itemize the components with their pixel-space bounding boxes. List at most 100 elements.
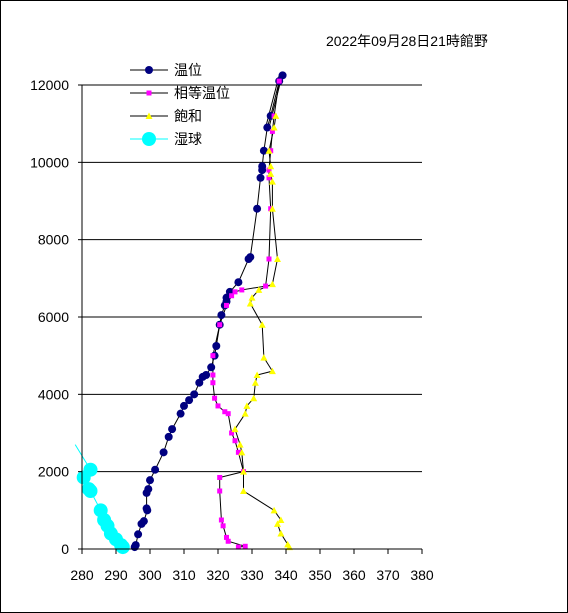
- data-point: [235, 544, 241, 550]
- data-point: [131, 541, 140, 550]
- y-tick-label: 2000: [38, 464, 69, 480]
- grid: [82, 84, 422, 473]
- axes: [78, 84, 423, 554]
- data-point: [253, 204, 262, 213]
- data-point: [276, 78, 282, 84]
- data-point: [225, 538, 231, 544]
- data-point: [270, 124, 278, 131]
- data-point: [202, 371, 211, 379]
- data-point: [240, 468, 247, 475]
- data-point: [268, 178, 276, 185]
- tick-labels: 0 2000 4000 6000 8000 10000 12000 280 290 300 310 3…: [30, 77, 434, 583]
- data-point: [210, 372, 216, 378]
- data-point: [93, 503, 108, 518]
- data-point: [239, 287, 245, 293]
- data-point: [144, 485, 153, 494]
- data-point: [212, 395, 218, 401]
- data-point: [83, 462, 98, 477]
- data-point: [231, 425, 239, 433]
- data-point: [232, 438, 238, 444]
- data-point: [168, 425, 177, 434]
- data-point: [146, 90, 152, 96]
- data-point: [284, 540, 292, 548]
- y-tick-label: 6000: [38, 309, 69, 325]
- data-point: [229, 430, 235, 436]
- y-tick-label: 4000: [38, 386, 69, 402]
- data-point: [242, 543, 248, 549]
- data-point: [145, 112, 153, 119]
- data-point: [268, 280, 276, 288]
- data-point: [210, 353, 216, 359]
- data-point: [274, 520, 281, 527]
- data-point: [243, 402, 251, 409]
- data-point: [255, 286, 263, 293]
- data-point: [272, 112, 280, 119]
- data-point: [215, 403, 221, 409]
- data-point: [263, 123, 272, 132]
- data-point: [207, 363, 216, 372]
- data-point: [151, 465, 160, 474]
- data-point: [266, 167, 272, 173]
- x-tick-label: 280: [70, 567, 94, 583]
- data-point: [217, 322, 223, 328]
- x-tick-label: 310: [172, 567, 196, 583]
- data-point: [142, 504, 151, 513]
- series-points: [76, 71, 293, 555]
- data-point: [278, 71, 287, 80]
- data-point: [212, 342, 221, 350]
- data-point: [240, 487, 247, 494]
- data-point: [81, 482, 96, 497]
- data-point: [277, 516, 285, 523]
- data-point: [259, 146, 268, 155]
- y-tick-label: 10000: [30, 154, 69, 170]
- data-point: [260, 354, 268, 361]
- data-point: [267, 170, 275, 177]
- x-tick-label: 330: [240, 567, 264, 583]
- y-tick-label: 8000: [38, 232, 69, 248]
- legend-label: 飽和: [174, 108, 202, 125]
- data-point: [145, 66, 153, 74]
- data-point: [164, 432, 173, 441]
- data-point: [232, 289, 238, 295]
- legend-label: 温位: [174, 63, 202, 79]
- data-point: [142, 132, 156, 146]
- data-point: [159, 448, 168, 457]
- series-line: [134, 75, 284, 548]
- data-point: [235, 449, 241, 455]
- data-point: [217, 311, 226, 320]
- data-point: [251, 379, 259, 386]
- data-point: [263, 283, 269, 289]
- x-tick-label: 350: [308, 567, 332, 583]
- data-point: [229, 293, 235, 299]
- y-tick-label: 0: [61, 541, 69, 557]
- data-point: [139, 517, 148, 526]
- data-point: [238, 448, 246, 456]
- x-tick-label: 370: [376, 567, 400, 583]
- data-point: [134, 530, 143, 539]
- y-tick-label: 12000: [30, 77, 69, 93]
- legend-label: 湿球: [174, 132, 202, 148]
- legend-label: 相等温位: [174, 85, 230, 102]
- data-point: [222, 293, 231, 302]
- x-tick-label: 360: [342, 567, 366, 583]
- data-point: [258, 162, 267, 171]
- data-point: [265, 147, 273, 154]
- data-point: [176, 409, 185, 418]
- data-point: [258, 321, 266, 328]
- data-point: [218, 517, 224, 523]
- data-point: [250, 394, 258, 402]
- data-point: [246, 253, 255, 262]
- data-point: [180, 401, 188, 410]
- data-point: [274, 255, 281, 262]
- data-point: [266, 256, 272, 262]
- data-point: [270, 506, 278, 514]
- data-point: [236, 441, 244, 448]
- data-point: [256, 173, 265, 182]
- chart-title: 2022年09月28日21時館野: [326, 33, 488, 49]
- data-point: [253, 371, 261, 378]
- x-tick-label: 340: [274, 567, 298, 583]
- data-point: [241, 410, 249, 417]
- data-point: [210, 380, 216, 386]
